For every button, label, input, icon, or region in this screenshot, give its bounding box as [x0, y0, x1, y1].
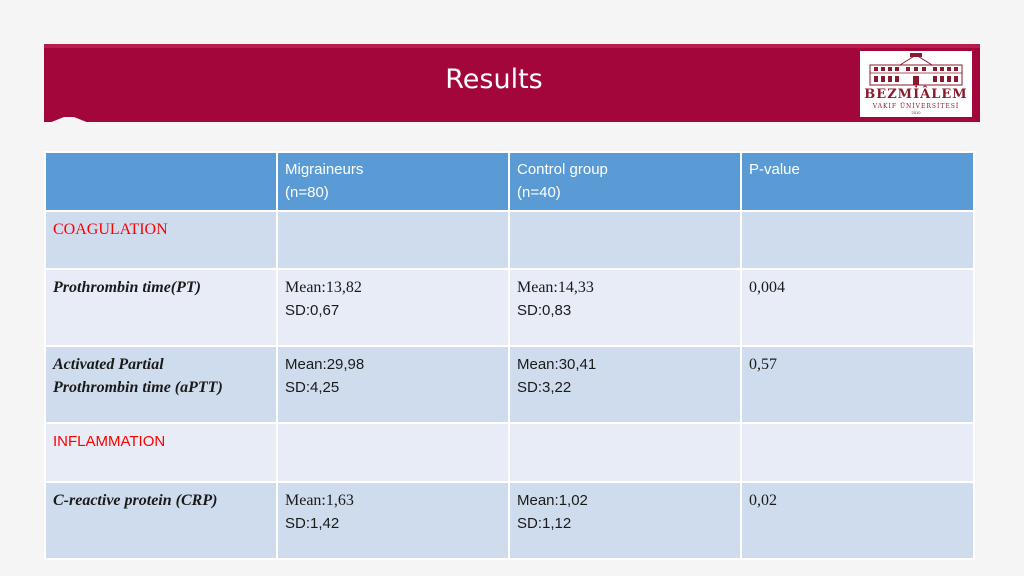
row-label-aptt-line2: Prothrombin time (aPTT): [53, 379, 223, 396]
header-cell-migraineurs: Migraineurs (n=80): [276, 151, 510, 212]
header-control-label: Control group: [517, 161, 608, 178]
pt-migraineurs-sd: SD:0,67: [285, 302, 340, 319]
slide-title: Results: [445, 64, 543, 95]
row-label-cell: C-reactive protein (CRP): [44, 481, 278, 560]
aptt-pvalue: 0,57: [749, 356, 777, 373]
logo-name: BEZMİÂLEM: [864, 87, 968, 102]
control-cell: Mean:30,41 SD:3,22: [508, 345, 742, 424]
header-migraineurs-label: Migraineurs: [285, 161, 364, 178]
pvalue-cell: 0,004: [740, 268, 975, 347]
migraineurs-cell: Mean:1,63 SD:1,42: [276, 481, 510, 560]
title-band-highlight: [44, 44, 980, 48]
aptt-control-mean: Mean:30,41: [517, 356, 597, 373]
aptt-migraineurs-mean: Mean:29,98: [285, 356, 365, 373]
row-label-aptt-line1: Activated Partial: [53, 356, 164, 373]
logo-year: 2010: [911, 110, 921, 115]
section-label-cell: COAGULATION: [44, 210, 278, 270]
header-control-n: (n=40): [517, 184, 561, 201]
pvalue-cell: 0,57: [740, 345, 975, 424]
section-row-coagulation: COAGULATION: [44, 210, 975, 270]
table-row-crp: C-reactive protein (CRP) Mean:1,63 SD:1,…: [44, 481, 975, 560]
header-migraineurs-n: (n=80): [285, 184, 329, 201]
results-table: Migraineurs (n=80) Control group (n=40) …: [44, 151, 975, 560]
empty-cell: [276, 422, 510, 483]
section-label-inflammation: INFLAMMATION: [53, 433, 166, 450]
building-icon: [869, 53, 963, 86]
aptt-migraineurs-sd: SD:4,25: [285, 379, 340, 396]
section-label-coagulation: COAGULATION: [53, 221, 168, 238]
title-band: Results: [44, 44, 980, 122]
header-cell-pvalue: P-value: [740, 151, 975, 212]
header-pvalue-label: P-value: [749, 161, 800, 178]
header-cell-control: Control group (n=40): [508, 151, 742, 212]
pt-pvalue: 0,004: [749, 279, 785, 296]
crp-control-mean: Mean:1,02: [517, 492, 588, 509]
empty-cell: [508, 210, 742, 270]
row-label-cell: Prothrombin time(PT): [44, 268, 278, 347]
empty-cell: [508, 422, 742, 483]
pt-control-sd: SD:0,83: [517, 302, 572, 319]
row-label-pt: Prothrombin time(PT): [53, 279, 201, 296]
table-row-aptt: Activated Partial Prothrombin time (aPTT…: [44, 345, 975, 424]
crp-control-sd: SD:1,12: [517, 515, 572, 532]
crp-migraineurs-sd: SD:1,42: [285, 515, 340, 532]
crp-pvalue: 0,02: [749, 492, 777, 509]
logo-subtitle: VAKIF ÜNİVERSİTESİ: [872, 103, 960, 110]
header-cell-blank: [44, 151, 278, 212]
row-label-cell: Activated Partial Prothrombin time (aPTT…: [44, 345, 278, 424]
section-row-inflammation: INFLAMMATION: [44, 422, 975, 483]
control-cell: Mean:14,33 SD:0,83: [508, 268, 742, 347]
row-label-crp: C-reactive protein (CRP): [53, 492, 218, 509]
aptt-control-sd: SD:3,22: [517, 379, 572, 396]
empty-cell: [740, 210, 975, 270]
pt-migraineurs-mean: Mean:13,82: [285, 279, 362, 296]
table-header-row: Migraineurs (n=80) Control group (n=40) …: [44, 151, 975, 212]
crp-migraineurs-mean: Mean:1,63: [285, 492, 354, 509]
title-band-notch: [44, 117, 94, 125]
pvalue-cell: 0,02: [740, 481, 975, 560]
control-cell: Mean:1,02 SD:1,12: [508, 481, 742, 560]
university-logo: BEZMİÂLEM VAKIF ÜNİVERSİTESİ 2010: [860, 51, 972, 117]
migraineurs-cell: Mean:29,98 SD:4,25: [276, 345, 510, 424]
empty-cell: [740, 422, 975, 483]
empty-cell: [276, 210, 510, 270]
pt-control-mean: Mean:14,33: [517, 279, 594, 296]
migraineurs-cell: Mean:13,82 SD:0,67: [276, 268, 510, 347]
section-label-cell: INFLAMMATION: [44, 422, 278, 483]
table-row-pt: Prothrombin time(PT) Mean:13,82 SD:0,67 …: [44, 268, 975, 347]
